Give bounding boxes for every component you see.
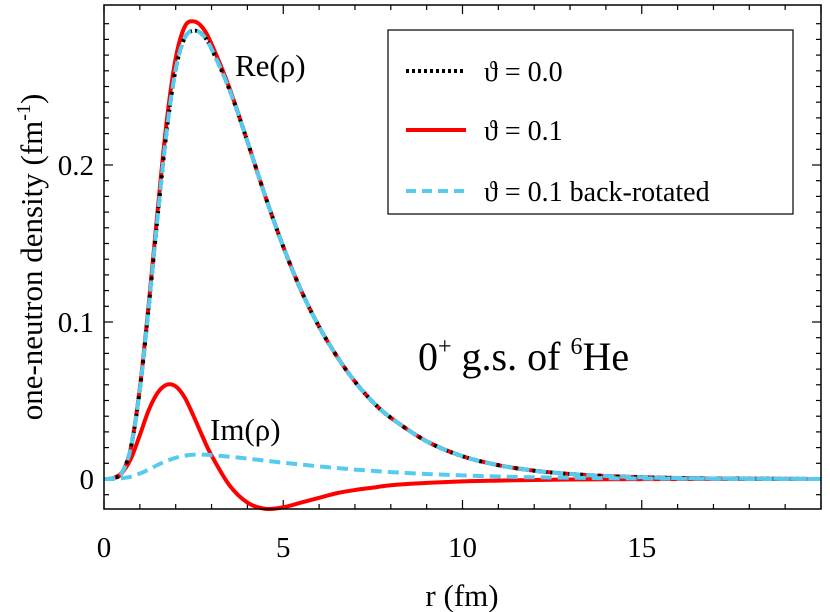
x-axis-title: r (fm) — [425, 578, 498, 612]
state-label-sup: + — [438, 334, 452, 360]
state-label-mid: g.s. of — [452, 334, 571, 379]
x-tick-label: 10 — [448, 532, 477, 564]
y-tick-label: 0.1 — [58, 307, 94, 339]
state-label-mass: 6 — [570, 334, 582, 360]
y-axis-title: one-neutron density (fm-1) — [13, 94, 49, 421]
legend: ϑ = 0.0 ϑ = 0.1 ϑ = 0.1 back-rotated — [387, 29, 794, 215]
annotation-re: Re(ρ) — [235, 48, 306, 83]
legend-label-theta01-back: ϑ = 0.1 back-rotated — [484, 177, 710, 208]
annotation-im: Im(ρ) — [210, 412, 281, 447]
x-tick-label: 15 — [627, 532, 656, 564]
series-line-theta01_back_im — [103, 452, 821, 482]
state-label-prefix: 0 — [418, 334, 438, 379]
curves — [103, 19, 822, 512]
legend-label-theta0: ϑ = 0.0 — [484, 57, 563, 88]
state-label-element: He — [582, 334, 629, 379]
legend-label-theta01: ϑ = 0.1 — [484, 116, 563, 147]
axis-ticks — [103, 5, 822, 509]
tick-labels: 0 5 10 15 0 0.1 0.2 — [58, 150, 657, 564]
y-tick-label: 0.2 — [58, 150, 94, 182]
y-tick-label: 0 — [80, 464, 95, 496]
y-axis-title-close: ) — [14, 94, 49, 104]
y-axis-title-main: one-neutron density (fm — [14, 121, 49, 421]
plot-frame — [103, 4, 822, 510]
y-axis-title-sup: -1 — [13, 104, 35, 121]
legend-box — [387, 29, 794, 215]
x-tick-label: 0 — [97, 532, 112, 564]
state-label: 0+ g.s. of 6He — [418, 334, 629, 379]
x-tick-label: 5 — [276, 532, 291, 564]
